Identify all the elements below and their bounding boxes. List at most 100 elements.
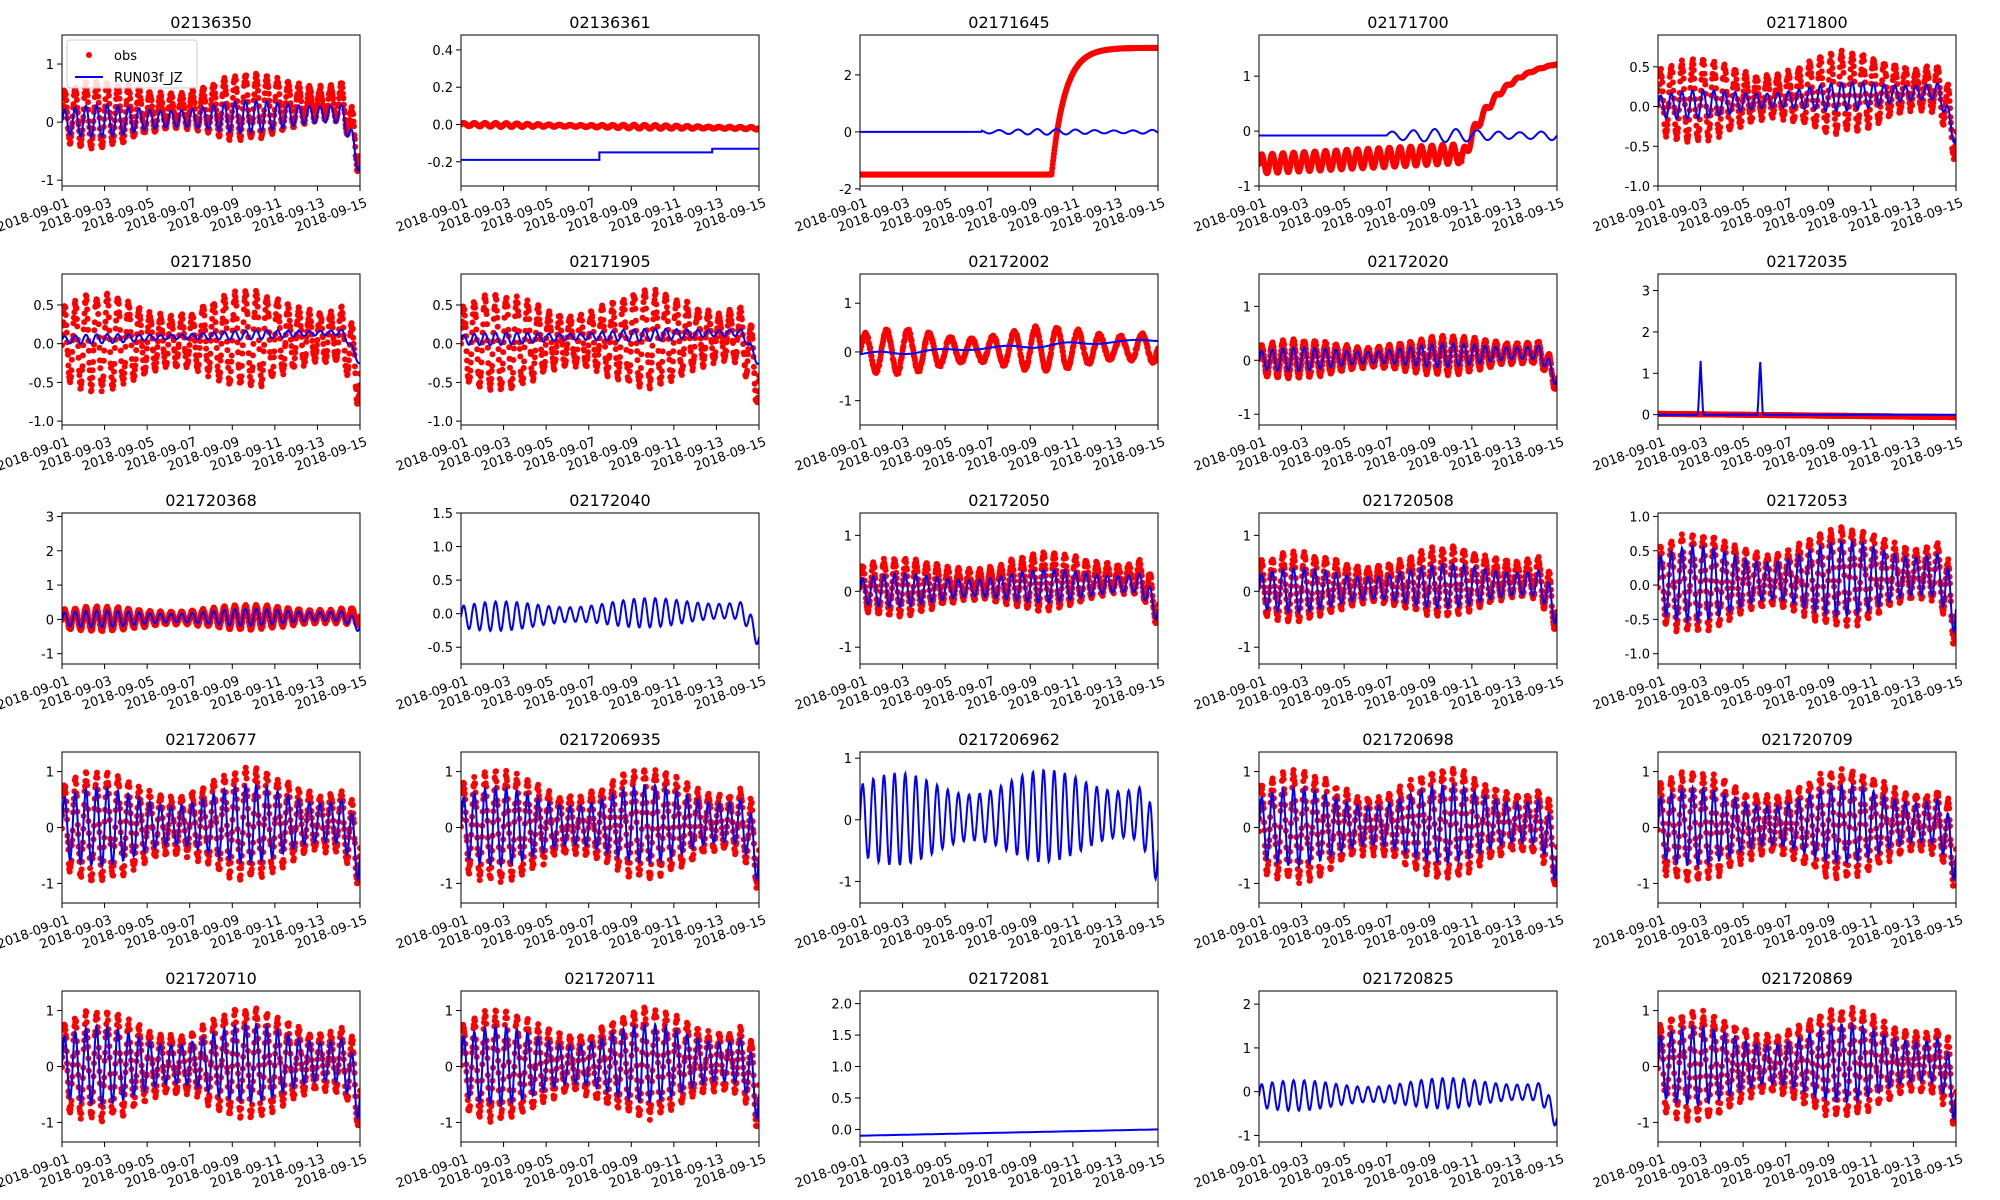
obs-point <box>531 354 538 361</box>
obs-point <box>154 352 161 358</box>
obs-point <box>1155 44 1158 51</box>
obs-point <box>73 96 80 103</box>
obs-point <box>228 358 235 365</box>
obs-point <box>488 367 495 374</box>
obs-point <box>285 305 292 312</box>
obs-point <box>627 362 634 369</box>
obs-point <box>510 345 517 352</box>
obs-point <box>1679 61 1686 68</box>
obs-point <box>243 292 250 299</box>
axes-frame <box>61 34 361 187</box>
obs-point <box>116 313 123 320</box>
obs-point <box>531 360 538 367</box>
obs-point <box>345 357 352 364</box>
obs-point <box>574 346 581 353</box>
obs-point <box>297 93 304 100</box>
obs-point <box>1882 62 1889 69</box>
obs-point <box>507 364 513 371</box>
y-tick-label: -2 <box>839 183 852 198</box>
obs-point <box>65 351 71 358</box>
obs-point <box>515 308 522 315</box>
obs-point <box>323 352 330 359</box>
obs-point <box>222 305 229 311</box>
model-line <box>1259 127 1557 144</box>
obs-point <box>127 95 134 102</box>
plot-area <box>1259 61 1557 177</box>
obs-point <box>462 324 469 331</box>
obs-point <box>493 296 500 303</box>
obs-point <box>213 345 220 351</box>
obs-point <box>1716 134 1722 140</box>
obs-point <box>649 342 656 349</box>
obs-point <box>76 372 83 379</box>
obs-point <box>205 373 212 380</box>
subplot-title: 02136361 <box>569 13 650 32</box>
obs-point <box>627 348 634 355</box>
obs-point <box>538 346 545 353</box>
obs-point <box>328 314 335 321</box>
obs-point <box>127 316 134 323</box>
obs-point <box>191 100 198 106</box>
obs-point <box>286 83 293 90</box>
obs-point <box>1831 116 1838 122</box>
obs-point <box>615 376 622 383</box>
subplot-02171800: 02171800-1.0-0.50.00.52018-09-012018-09-… <box>1591 13 1965 236</box>
obs-point <box>230 311 237 318</box>
obs-point <box>339 84 346 91</box>
obs-point <box>281 362 288 369</box>
obs-point <box>691 343 698 350</box>
obs-point <box>1727 122 1734 129</box>
obs-point <box>122 343 129 350</box>
obs-point <box>1797 66 1803 73</box>
obs-point <box>339 315 346 322</box>
obs-point <box>250 352 256 359</box>
obs-point <box>168 312 175 319</box>
obs-point <box>233 302 240 309</box>
obs-point <box>525 307 532 314</box>
obs-point <box>251 309 258 316</box>
obs-point <box>185 358 192 364</box>
obs-point <box>1883 73 1890 80</box>
obs-point <box>487 380 494 387</box>
model-line <box>860 128 1158 136</box>
obs-point <box>499 360 506 367</box>
obs-point <box>298 98 305 105</box>
subplot-title: 02171800 <box>1766 13 1847 32</box>
obs-point <box>1823 129 1829 135</box>
obs-point <box>705 308 712 315</box>
obs-point <box>1786 75 1793 81</box>
obs-point <box>689 364 696 371</box>
obs-point <box>707 321 714 328</box>
obs-point <box>600 306 606 313</box>
obs-point <box>494 323 501 330</box>
obs-point <box>632 317 639 324</box>
obs-point <box>1829 71 1836 78</box>
obs-point <box>238 133 245 140</box>
obs-point <box>1701 61 1707 68</box>
obs-point <box>616 360 623 367</box>
obs-point <box>681 346 687 352</box>
obs-point <box>85 99 91 106</box>
obs-point <box>239 350 246 357</box>
obs-point <box>304 99 311 106</box>
obs-point <box>84 306 91 313</box>
obs-point <box>286 87 293 94</box>
obs-point <box>244 323 251 330</box>
obs-point <box>94 302 101 309</box>
obs-point <box>1812 122 1819 129</box>
obs-point <box>637 365 644 371</box>
obs-point <box>1663 133 1670 140</box>
obs-point <box>1808 74 1815 81</box>
obs-point <box>1701 70 1708 77</box>
obs-point <box>1658 65 1664 72</box>
obs-point <box>357 370 360 377</box>
obs-point <box>1711 58 1718 65</box>
obs-point <box>259 367 266 374</box>
subplot-title: 02171905 <box>569 252 650 271</box>
obs-point <box>1781 108 1788 115</box>
obs-point <box>222 300 229 307</box>
obs-point <box>232 76 239 83</box>
obs-point <box>1953 128 1956 135</box>
obs-point <box>190 88 197 95</box>
obs-point <box>258 383 265 390</box>
